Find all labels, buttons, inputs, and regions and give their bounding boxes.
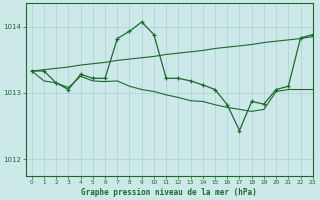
- X-axis label: Graphe pression niveau de la mer (hPa): Graphe pression niveau de la mer (hPa): [81, 188, 257, 197]
